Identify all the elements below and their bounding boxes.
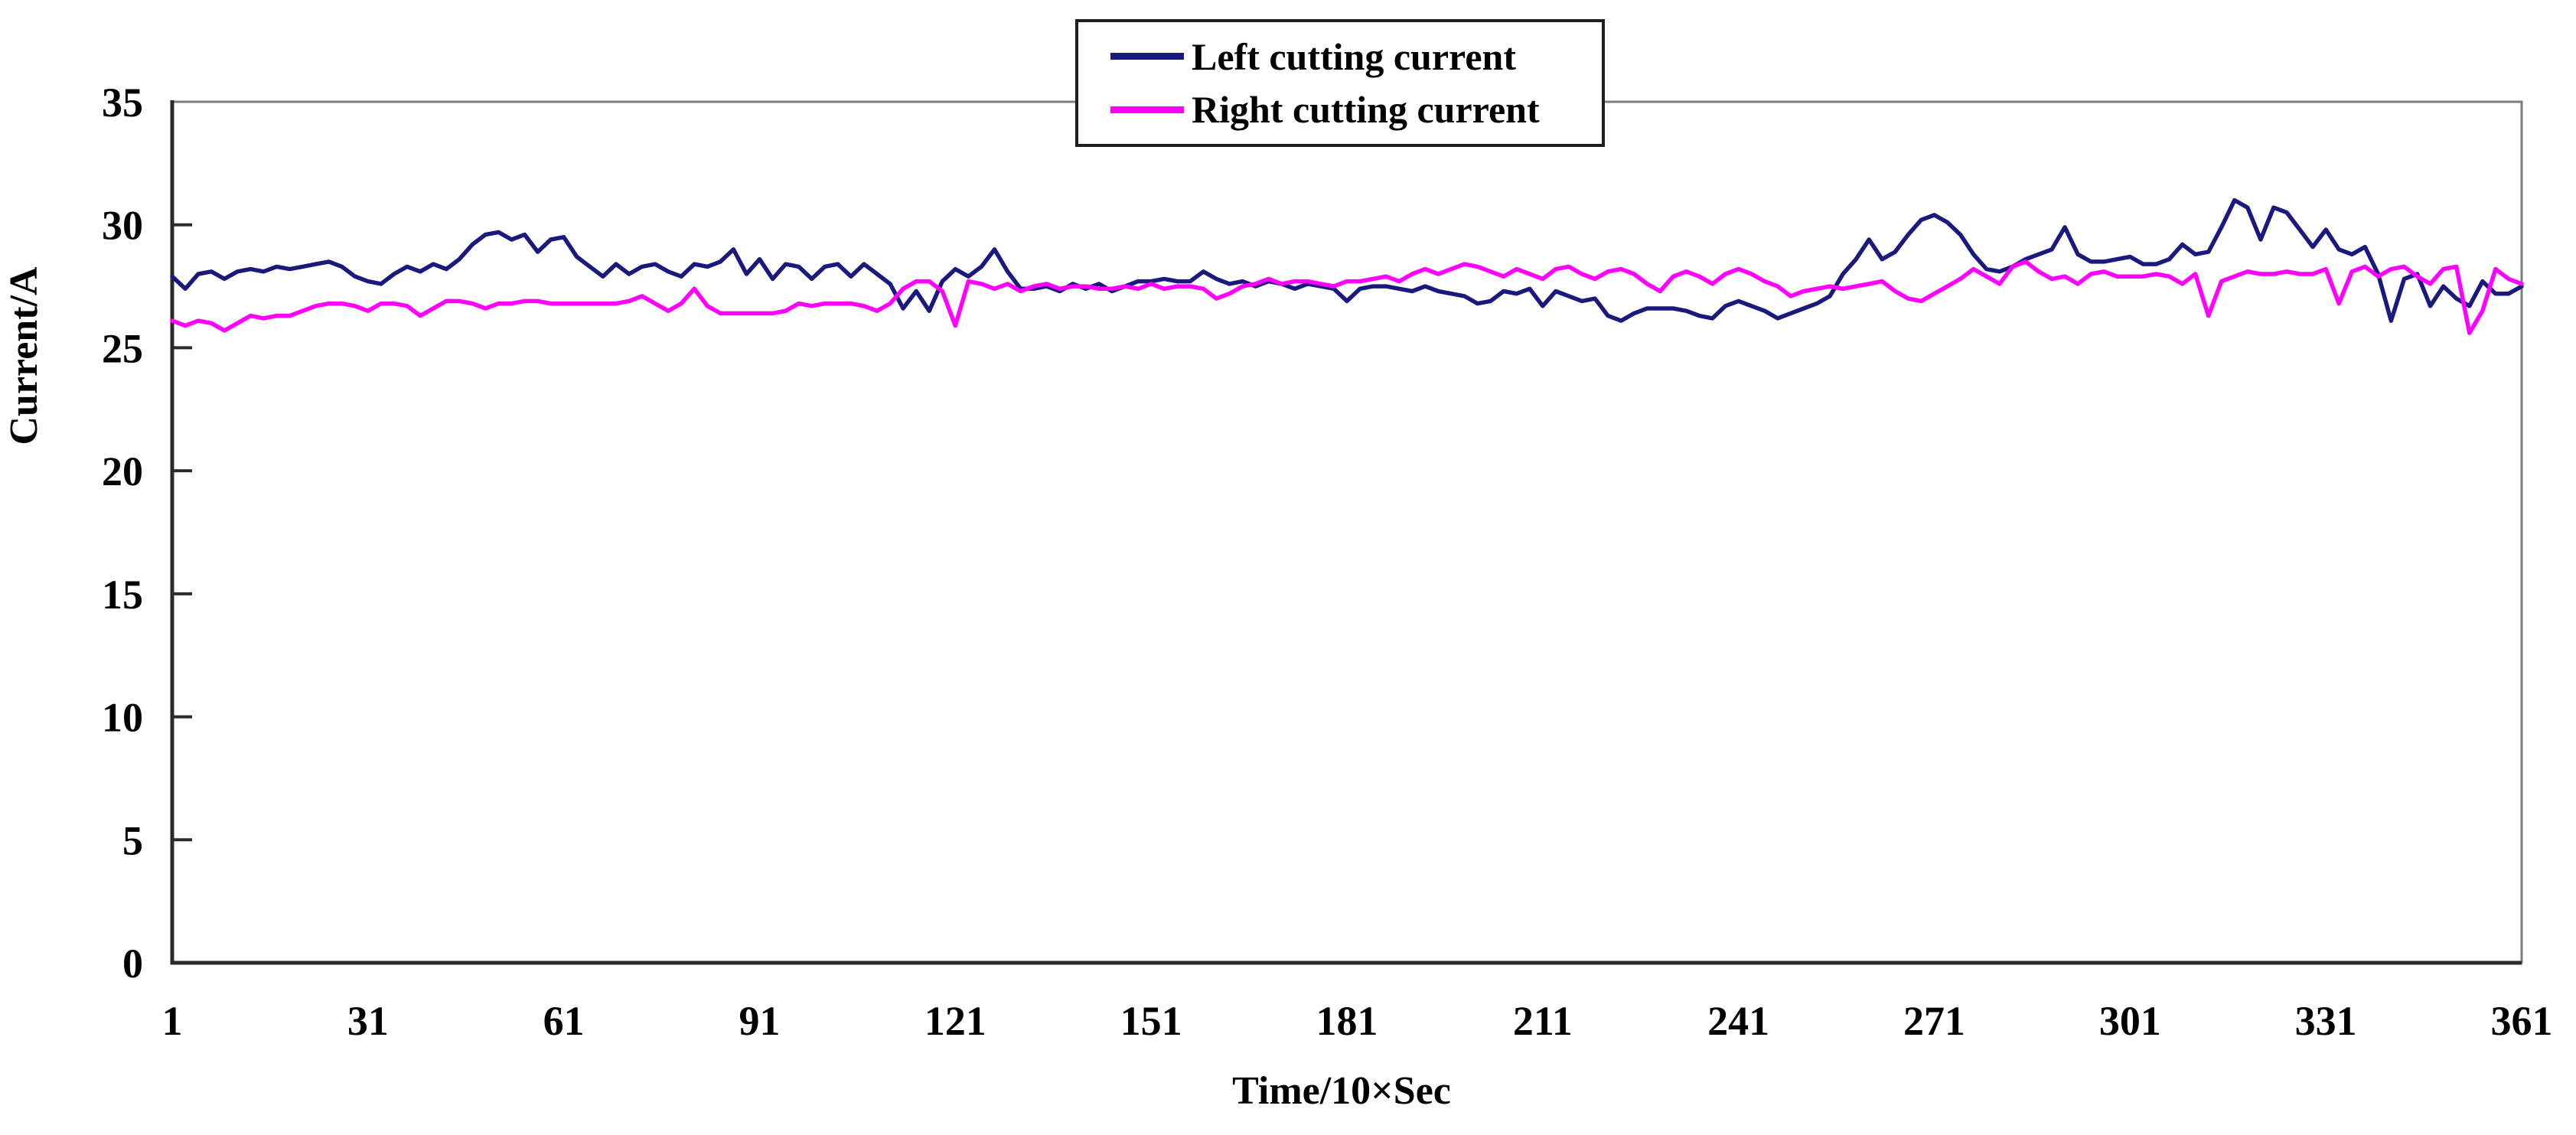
x-tick-label: 181 <box>1316 998 1378 1044</box>
legend-item-left: Left cutting current <box>1110 34 1602 79</box>
series-line-left <box>170 197 2524 323</box>
x-tick-label: 211 <box>1513 998 1573 1044</box>
x-tick-label: 301 <box>2099 998 2161 1044</box>
legend-item-right: Right cutting current <box>1110 87 1602 132</box>
x-axis-title: Time/10×Sec <box>1232 1069 1451 1113</box>
x-tick-label: 271 <box>1903 998 1965 1044</box>
plot-frame <box>171 100 2523 964</box>
y-tick-label: 20 <box>102 448 143 494</box>
y-tick-label: 10 <box>102 695 143 741</box>
y-tick-label: 30 <box>102 203 143 249</box>
legend: Left cutting current Right cutting curre… <box>1075 19 1605 147</box>
x-tick-label: 121 <box>924 998 986 1044</box>
series-line-right <box>170 259 2524 335</box>
legend-label-right: Right cutting current <box>1192 88 1540 132</box>
x-tick-label: 1 <box>162 998 183 1044</box>
y-tick-label: 15 <box>102 572 143 618</box>
x-tick-label: 91 <box>739 998 781 1044</box>
x-tick-label: 151 <box>1120 998 1182 1044</box>
legend-line-swatch-right <box>1110 106 1184 113</box>
x-tick-label: 31 <box>347 998 389 1044</box>
y-tick-label: 25 <box>102 325 143 371</box>
x-tick-label: 361 <box>2491 998 2553 1044</box>
legend-line-swatch-left <box>1110 53 1184 60</box>
y-tick-label: 5 <box>122 817 143 863</box>
x-tick-label: 241 <box>1707 998 1769 1044</box>
x-tick-label: 61 <box>543 998 585 1044</box>
y-axis-title: Current/A <box>2 266 46 445</box>
y-tick-label: 35 <box>102 80 143 126</box>
x-tick-label: 331 <box>2295 998 2357 1044</box>
legend-label-left: Left cutting current <box>1192 34 1516 78</box>
y-tick-label: 0 <box>122 941 143 987</box>
